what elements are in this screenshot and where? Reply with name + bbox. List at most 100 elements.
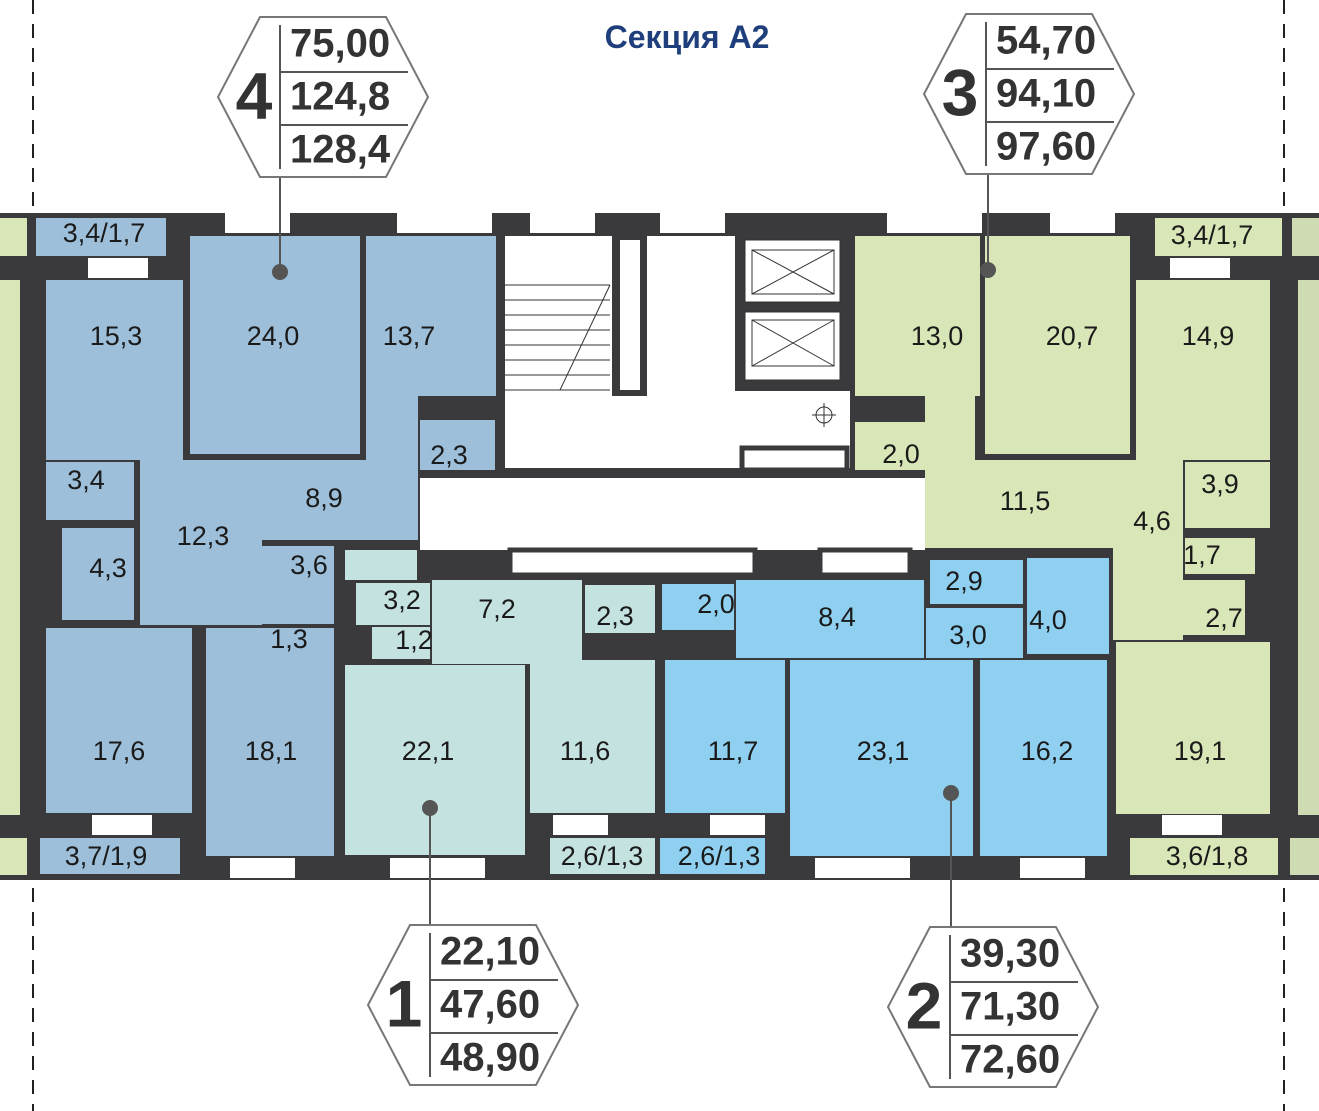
room [206, 628, 334, 856]
stair-well [620, 240, 640, 390]
room-area: 11,5 [1000, 486, 1051, 516]
hall [432, 580, 582, 664]
kitchen [855, 236, 980, 396]
room-area: 13,7 [383, 321, 436, 351]
room-area: 3,4/1,7 [1171, 220, 1254, 250]
area-value: 124,8 [290, 75, 390, 119]
room [46, 280, 183, 460]
room-area: 4,0 [1029, 605, 1067, 635]
storage [262, 546, 334, 624]
hall [262, 460, 418, 540]
apartment-3 [855, 218, 1282, 875]
bathroom [420, 420, 495, 470]
room-area: 8,9 [305, 483, 343, 513]
room-area: 1,2 [395, 625, 433, 655]
room-area: 18,1 [245, 736, 298, 766]
wc [855, 422, 925, 470]
room [985, 236, 1130, 454]
neighbor-apartment [0, 280, 20, 815]
room-area: 7,2 [478, 594, 516, 624]
room-area: 2,6/1,3 [561, 841, 644, 871]
staircase [505, 284, 611, 391]
area-value: 48,90 [440, 1036, 540, 1080]
apartment-badge-1: 1 22,10 47,60 48,90 [366, 924, 580, 1086]
hall [736, 580, 924, 658]
neighbor-balcony [1292, 218, 1319, 256]
bathroom [1027, 558, 1109, 654]
bathroom [1185, 462, 1270, 528]
room-area: 20,7 [1046, 321, 1099, 351]
area-value: 47,60 [440, 983, 540, 1027]
apartment-4 [36, 218, 496, 874]
balcony [660, 838, 765, 874]
hall [925, 460, 1113, 548]
room-area: 2,3 [430, 440, 468, 470]
room-area: 8,4 [818, 602, 856, 632]
area-value: 94,10 [996, 72, 1096, 116]
area-value: 39,30 [960, 932, 1060, 976]
room-area: 1,3 [270, 624, 308, 654]
bathroom [356, 583, 430, 625]
hall [925, 396, 975, 466]
room-area: 22,1 [402, 736, 455, 766]
apartment-1 [345, 550, 655, 874]
kitchen [665, 660, 785, 813]
room-area: 4,3 [89, 553, 127, 583]
room-area: 3,6/1,8 [1166, 841, 1249, 871]
neighbor-apartment [1298, 280, 1319, 815]
room-area: 3,7/1,9 [65, 841, 148, 871]
storage [585, 585, 655, 633]
apartment-number: 1 [386, 966, 423, 1040]
area-value: 128,4 [290, 128, 391, 172]
area-value: 75,00 [290, 22, 390, 66]
apartment-badge-4: 4 75,00 124,8 128,4 [216, 16, 430, 178]
room-area: 2,9 [945, 566, 983, 596]
room-area: 3,9 [1201, 469, 1239, 499]
area-value: 54,70 [996, 19, 1096, 63]
room-area: 3,6 [290, 550, 328, 580]
room [980, 660, 1107, 856]
crosshair-icon [812, 403, 836, 427]
room-area: 16,2 [1021, 736, 1074, 766]
room [790, 660, 973, 856]
area-value: 71,30 [960, 985, 1060, 1029]
room [1136, 280, 1270, 460]
room [46, 628, 192, 813]
room [345, 665, 525, 855]
room-area: 3,0 [949, 620, 987, 650]
room-area: 3,4/1,7 [63, 218, 146, 248]
storage [930, 560, 1023, 604]
room-area: 2,3 [596, 601, 634, 631]
hall [926, 608, 1023, 658]
bathroom [46, 462, 134, 520]
room-area: 3,2 [383, 585, 421, 615]
neighbor-balcony [0, 218, 27, 256]
area-value: 22,10 [440, 930, 540, 974]
bathroom [345, 550, 417, 580]
hall [140, 460, 262, 625]
shaft [739, 445, 850, 473]
apartment-number: 3 [942, 55, 979, 129]
elevator-icon [744, 239, 841, 303]
wc [662, 584, 734, 630]
room-area: 13,0 [911, 321, 964, 351]
room-area: 2,6/1,3 [678, 841, 761, 871]
room-area: 4,6 [1133, 506, 1171, 536]
kitchen [530, 660, 655, 813]
room-area: 15,3 [90, 321, 143, 351]
room-area: 2,0 [697, 589, 735, 619]
room-area: 24,0 [247, 321, 300, 351]
room-area: 17,6 [93, 736, 146, 766]
room-area: 1,7 [1183, 540, 1221, 570]
corridor [420, 478, 925, 550]
apartment-number: 4 [236, 58, 273, 132]
wc [372, 627, 430, 659]
shaft [507, 547, 758, 578]
room-area: 3,4 [67, 465, 105, 495]
room-area: 2,7 [1205, 603, 1243, 633]
hall [366, 396, 418, 466]
balcony [40, 838, 180, 874]
elevator-icon [744, 311, 841, 381]
apartment-badge-3: 3 54,70 94,10 97,60 [922, 13, 1136, 175]
apartment-number: 2 [906, 968, 943, 1042]
